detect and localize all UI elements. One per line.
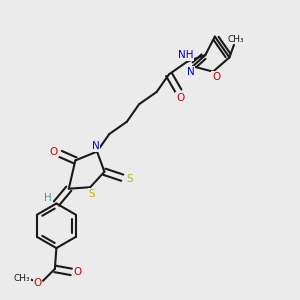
Text: O: O	[50, 146, 58, 157]
Text: CH₃: CH₃	[227, 35, 244, 44]
Text: O: O	[212, 72, 220, 82]
Text: S: S	[88, 189, 95, 199]
Text: CH₃: CH₃	[14, 274, 30, 283]
Text: S: S	[126, 174, 133, 184]
Text: O: O	[34, 278, 42, 288]
Text: O: O	[74, 267, 82, 277]
Text: N: N	[187, 67, 194, 77]
Text: H: H	[44, 193, 52, 203]
Text: N: N	[92, 141, 99, 151]
Text: NH: NH	[178, 50, 194, 60]
Text: O: O	[176, 93, 184, 103]
